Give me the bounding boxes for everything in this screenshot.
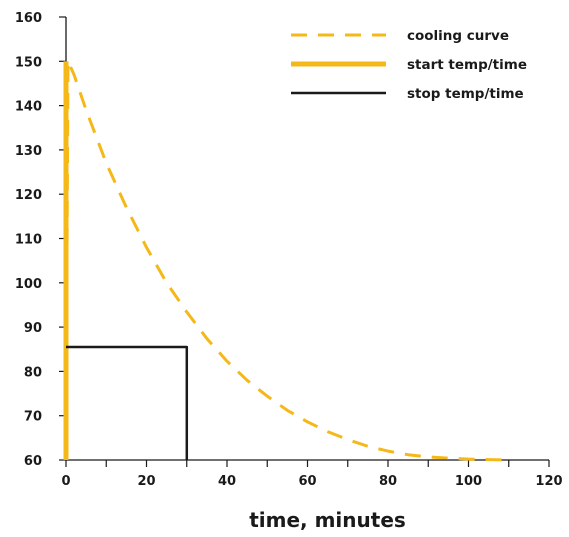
y-tick-label: 80: [24, 365, 42, 380]
series-line-cooling-curve: [64, 59, 509, 462]
y-tick-label: 70: [24, 410, 42, 425]
legend: cooling curve start temp/time stop temp/ti…: [291, 28, 527, 102]
legend-label: stop temp/time: [407, 86, 524, 102]
x-tick-label: 20: [137, 474, 155, 489]
x-tick-label: 40: [218, 474, 236, 489]
y-tick-label: 100: [15, 277, 42, 292]
series-line-stop-temp-time: [66, 345, 189, 460]
y-tick-label: 140: [15, 100, 42, 115]
plot-area: [63, 59, 509, 462]
x-axis-ticks: 0 20 40 60 80 100 120: [61, 460, 563, 489]
x-tick-label: 100: [455, 474, 482, 489]
x-axis-title: time, minutes: [249, 508, 406, 532]
y-tick-label: 120: [15, 188, 42, 203]
x-tick-label: 0: [61, 474, 70, 489]
y-tick-label: 150: [15, 55, 42, 70]
y-tick-label: 60: [24, 454, 42, 469]
x-tick-label: 60: [298, 474, 316, 489]
y-tick-label: 110: [15, 233, 42, 248]
y-tick-label: 130: [15, 144, 42, 159]
y-tick-label: 160: [15, 11, 42, 26]
x-tick-label: 80: [379, 474, 397, 489]
y-tick-label: 90: [24, 321, 42, 336]
y-axis-ticks: 60 70 80 90 100 110 120 130 140 150 160: [15, 11, 66, 469]
axes: [65, 17, 549, 461]
legend-label: start temp/time: [407, 57, 527, 73]
x-tick-label: 120: [535, 474, 562, 489]
legend-label: cooling curve: [407, 28, 509, 44]
